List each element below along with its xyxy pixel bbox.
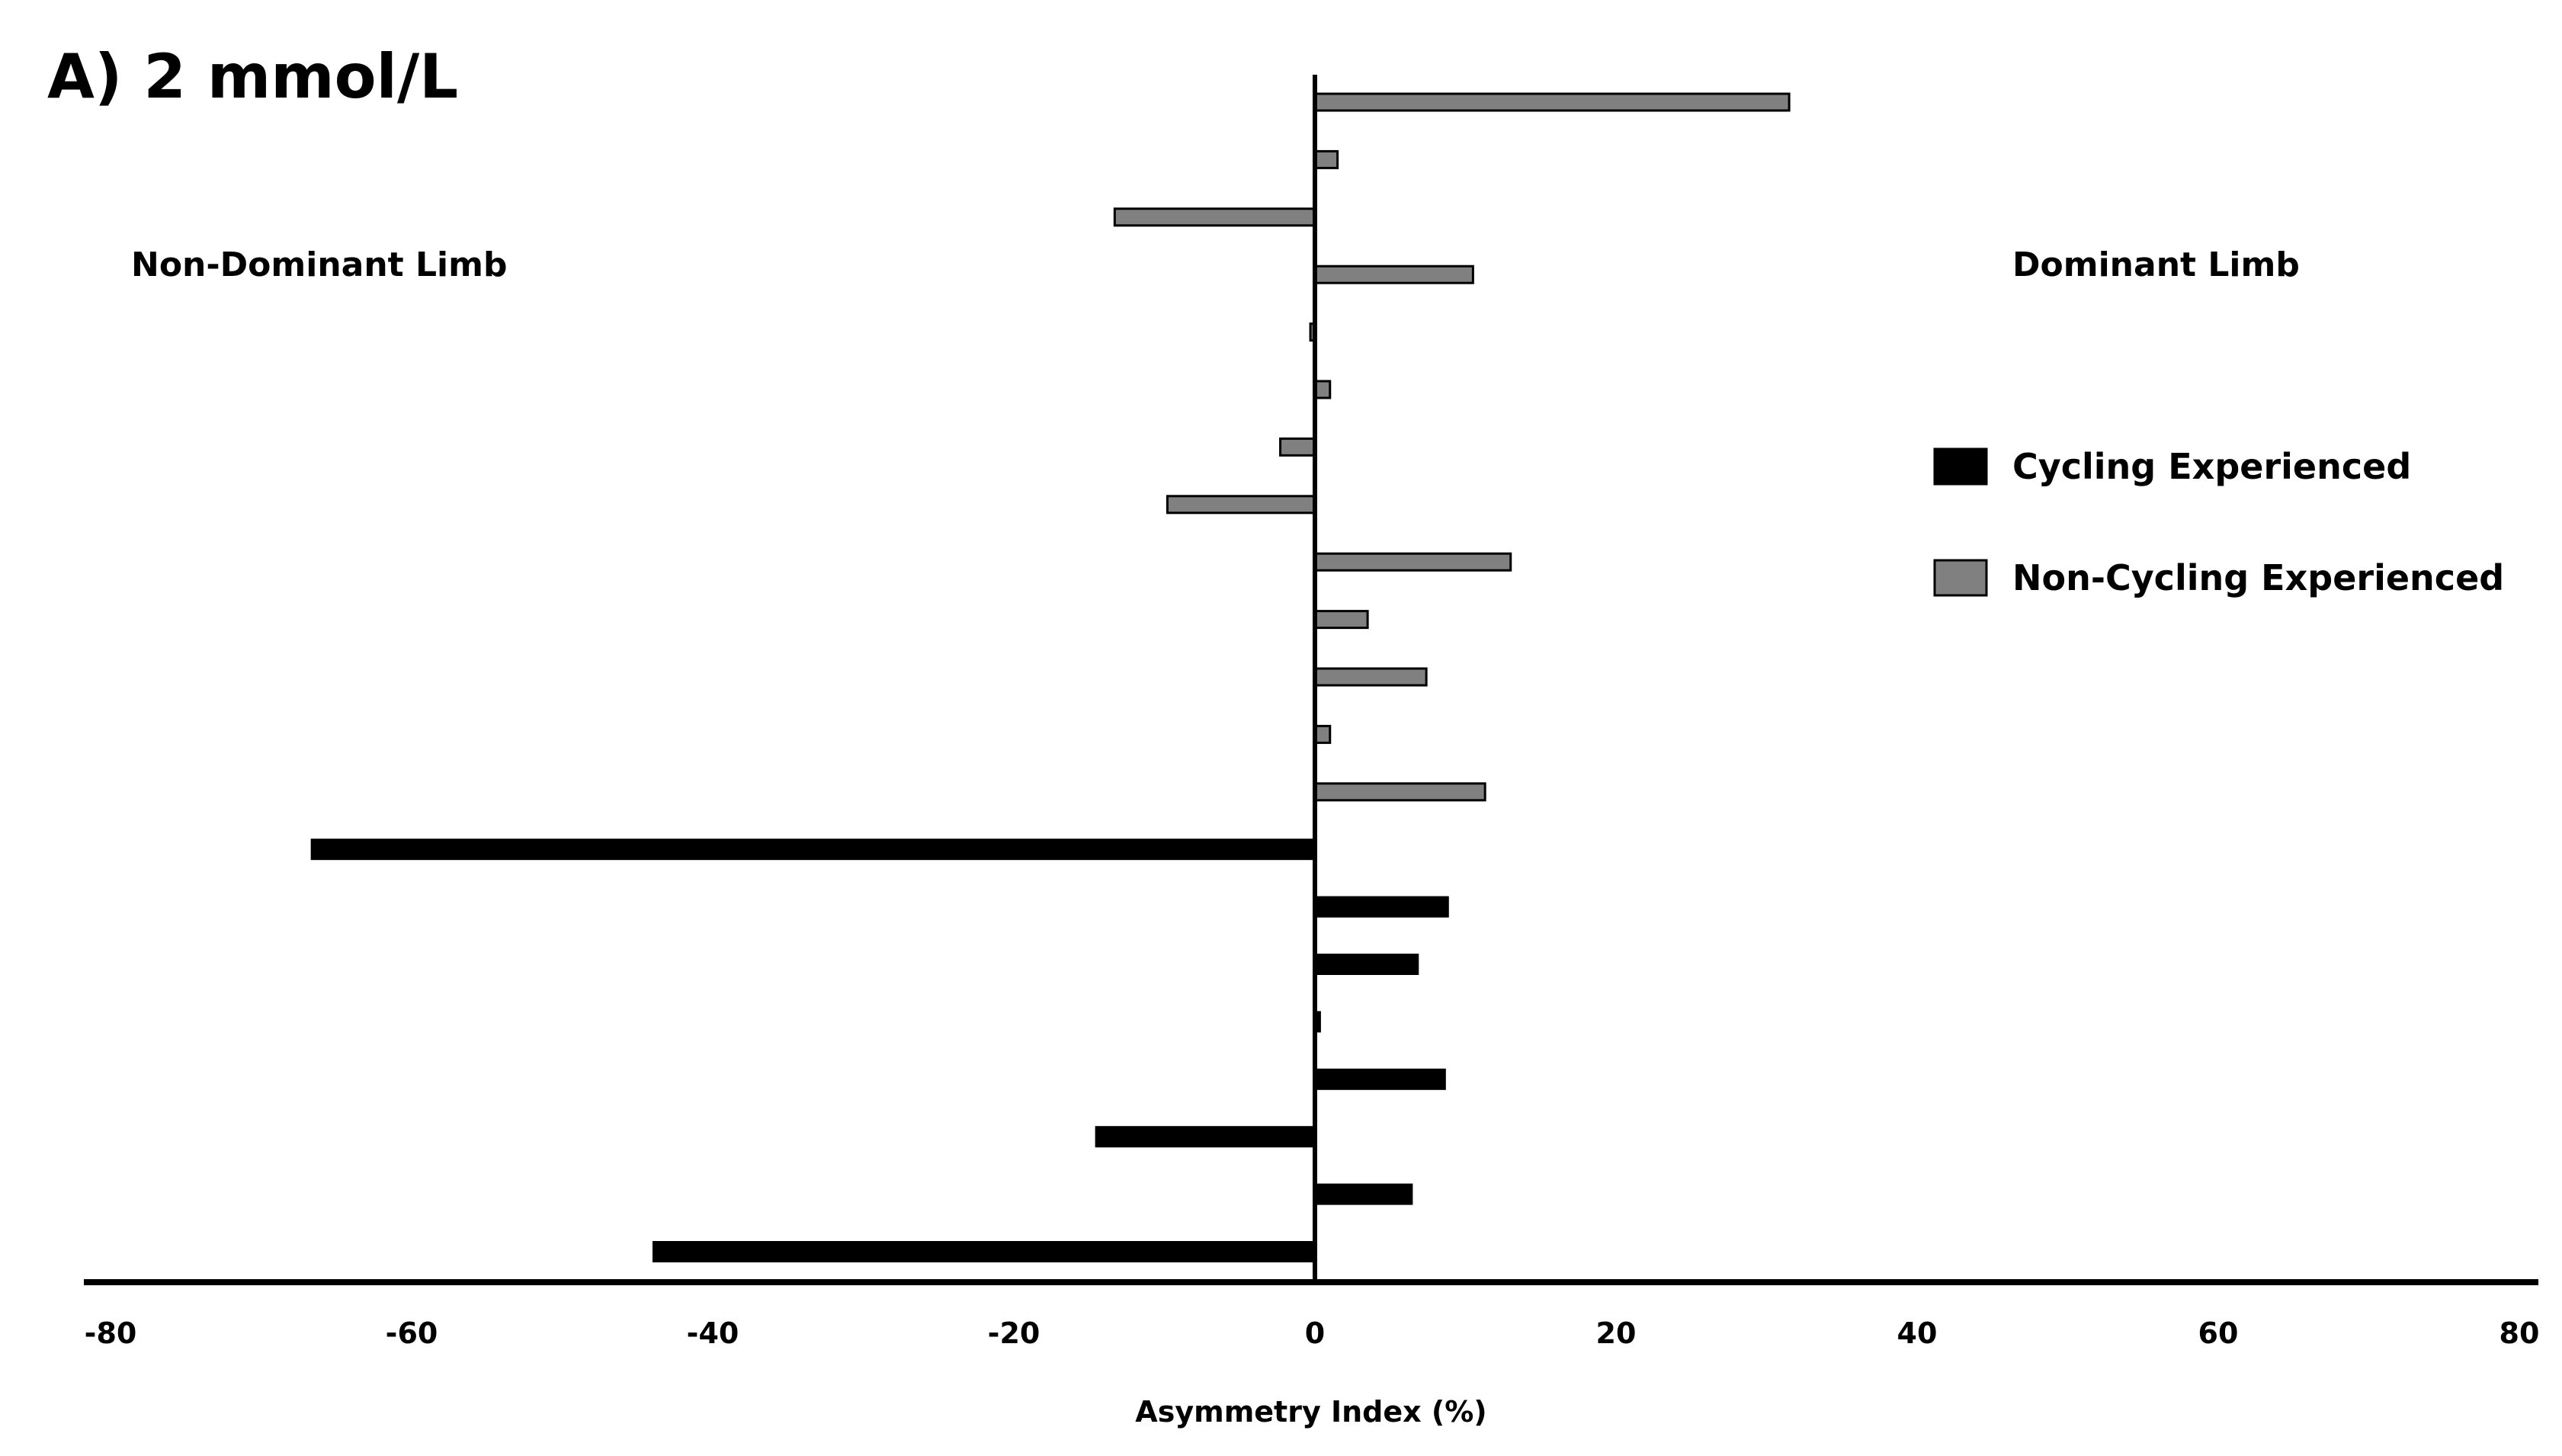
- legend-swatch: [1933, 559, 1988, 597]
- bars-group: [310, 92, 1791, 1262]
- legend-label: Non-Cycling Experienced: [2012, 557, 2504, 598]
- bar-non-cycling-experienced: [1313, 552, 1512, 572]
- bar-non-cycling-experienced: [1313, 610, 1369, 630]
- x-tick-labels: -80 -60 -40 -20 0 20 40 60 80: [85, 1316, 2540, 1350]
- non-dominant-limb-label: Non-Dominant Limb: [131, 245, 507, 284]
- chart-title: A) 2 mmol/L: [47, 41, 458, 112]
- bar-cycling-experienced: [1315, 954, 1419, 975]
- bar-cycling-experienced: [653, 1241, 1315, 1262]
- legend: Cycling Experienced Non-Cycling Experienc…: [1933, 446, 2504, 598]
- bar-non-cycling-experienced: [1313, 782, 1486, 802]
- x-tick-label: 20: [1596, 1316, 1637, 1350]
- x-tick-label: -40: [687, 1316, 739, 1350]
- x-tick-label: 0: [1305, 1316, 1325, 1350]
- bar-cycling-experienced: [1315, 896, 1449, 918]
- x-tick-label: -20: [988, 1316, 1041, 1350]
- bar-non-cycling-experienced: [1313, 92, 1791, 112]
- x-tick-label: -80: [85, 1316, 137, 1350]
- bar-non-cycling-experienced: [1113, 207, 1316, 227]
- x-axis-title: Asymmetry Index (%): [1135, 1395, 1486, 1429]
- x-tick-label: -60: [386, 1316, 438, 1350]
- bar-cycling-experienced: [310, 839, 1315, 861]
- bar-cycling-experienced: [1315, 1068, 1446, 1090]
- bar-cycling-experienced: [1095, 1126, 1315, 1148]
- bar-non-cycling-experienced: [1313, 667, 1428, 687]
- bar-non-cycling-experienced: [1166, 495, 1316, 515]
- x-tick-label: 80: [2499, 1316, 2540, 1350]
- x-tick-label: 60: [2198, 1316, 2239, 1350]
- bar-cycling-experienced: [1315, 1183, 1413, 1205]
- legend-swatch: [1933, 447, 1988, 486]
- legend-label: Cycling Experienced: [2012, 446, 2411, 487]
- x-tick-label: 40: [1897, 1316, 1938, 1350]
- bar-non-cycling-experienced: [1279, 437, 1316, 457]
- bar-non-cycling-experienced: [1313, 149, 1339, 169]
- dominant-limb-label: Dominant Limb: [2012, 245, 2300, 284]
- bar-cycling-experienced: [1315, 1011, 1321, 1033]
- bar-non-cycling-experienced: [1313, 265, 1474, 284]
